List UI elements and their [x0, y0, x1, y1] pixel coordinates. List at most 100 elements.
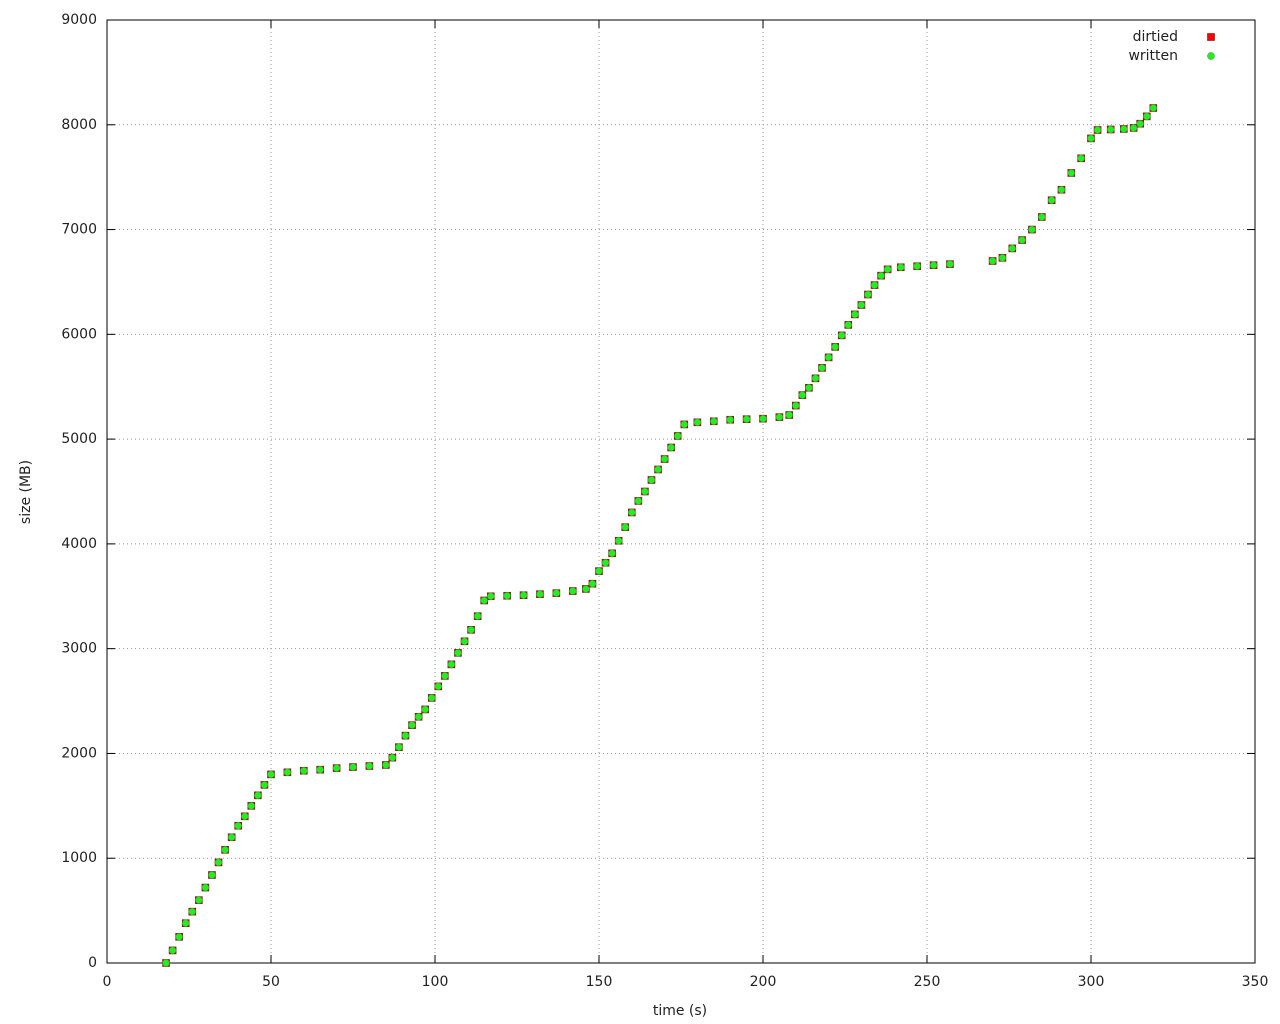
data-point — [1038, 213, 1046, 221]
data-point — [408, 721, 416, 729]
data-point — [628, 508, 636, 517]
data-point — [1018, 236, 1026, 244]
data-point — [260, 781, 269, 789]
data-point — [175, 933, 183, 941]
data-point — [441, 672, 449, 680]
data-point — [673, 432, 682, 440]
data-point — [913, 262, 921, 270]
data-point — [401, 731, 410, 740]
legend-marker — [1207, 33, 1215, 41]
data-point — [454, 649, 462, 657]
data-point — [654, 465, 662, 474]
data-point — [601, 558, 610, 567]
data-point — [1077, 154, 1085, 163]
data-point — [181, 919, 190, 927]
data-point — [660, 455, 669, 463]
data-point — [473, 612, 482, 620]
data-point — [283, 768, 292, 777]
data-point — [414, 713, 423, 721]
data-point — [316, 765, 324, 774]
x-tick-label: 150 — [586, 974, 613, 990]
data-point — [929, 261, 938, 269]
data-point — [247, 802, 256, 810]
data-point — [195, 896, 203, 904]
data-point — [595, 567, 603, 575]
data-point — [214, 858, 223, 867]
data-point — [241, 812, 249, 821]
data-point — [851, 310, 859, 319]
data-point — [1087, 134, 1095, 143]
data-point — [946, 260, 954, 268]
data-point — [588, 579, 597, 588]
x-tick-label: 50 — [262, 974, 280, 990]
data-point — [332, 764, 341, 772]
data-point — [1057, 185, 1066, 194]
data-point — [162, 959, 170, 967]
legend-label: dirtied — [1133, 29, 1178, 45]
y-tick-label: 7000 — [61, 222, 97, 238]
legend-label: written — [1128, 48, 1178, 64]
data-point — [785, 411, 793, 419]
data-point — [988, 257, 997, 265]
data-point — [1093, 126, 1102, 134]
y-tick-label: 5000 — [61, 431, 97, 447]
data-point — [1149, 104, 1158, 112]
data-point — [831, 343, 839, 351]
data-point — [1008, 244, 1017, 253]
data-point — [227, 833, 236, 842]
data-point — [395, 743, 403, 751]
data-point — [798, 391, 807, 399]
data-point — [759, 414, 767, 423]
data-point — [742, 415, 751, 423]
data-point — [234, 821, 242, 830]
data-point — [818, 364, 826, 372]
data-point — [421, 705, 429, 714]
data-point — [552, 589, 561, 597]
data-point — [870, 281, 879, 289]
data-point — [1143, 112, 1151, 121]
data-point — [427, 694, 436, 702]
data-point — [467, 626, 475, 634]
y-tick-label: 3000 — [61, 641, 97, 657]
data-point — [1136, 119, 1144, 128]
data-point — [1067, 169, 1076, 177]
data-point — [447, 660, 456, 669]
data-point — [536, 590, 544, 598]
plot-border — [106, 19, 1256, 964]
x-tick-label: 350 — [1242, 974, 1269, 990]
data-point — [621, 523, 629, 531]
data-point — [382, 761, 390, 769]
data-point — [1047, 196, 1056, 204]
x-tick-label: 200 — [750, 974, 777, 990]
legend-marker — [1207, 52, 1215, 60]
data-point — [877, 271, 885, 280]
data-point — [710, 417, 718, 426]
data-point — [168, 946, 177, 955]
y-tick-label: 8000 — [61, 117, 97, 133]
data-point — [998, 254, 1007, 262]
data-point — [857, 301, 866, 309]
data-point — [667, 443, 675, 452]
data-point — [582, 585, 590, 593]
data-point — [1028, 225, 1036, 234]
data-point — [608, 549, 616, 558]
y-tick-label: 1000 — [61, 850, 97, 866]
data-point — [267, 770, 275, 779]
y-tick-label: 2000 — [61, 745, 97, 761]
data-point — [897, 263, 905, 272]
x-tick-label: 250 — [914, 974, 941, 990]
data-point — [460, 637, 469, 646]
y-tick-label: 0 — [88, 955, 97, 971]
y-axis-label: size (MB) — [18, 460, 34, 524]
data-point — [634, 497, 643, 505]
data-point — [487, 592, 495, 601]
data-point — [365, 762, 374, 770]
data-point — [349, 763, 357, 771]
data-point — [792, 401, 800, 410]
data-point — [844, 321, 853, 329]
data-point — [680, 420, 689, 429]
data-point — [519, 591, 528, 599]
data-point — [480, 596, 488, 605]
data-point — [864, 290, 872, 299]
